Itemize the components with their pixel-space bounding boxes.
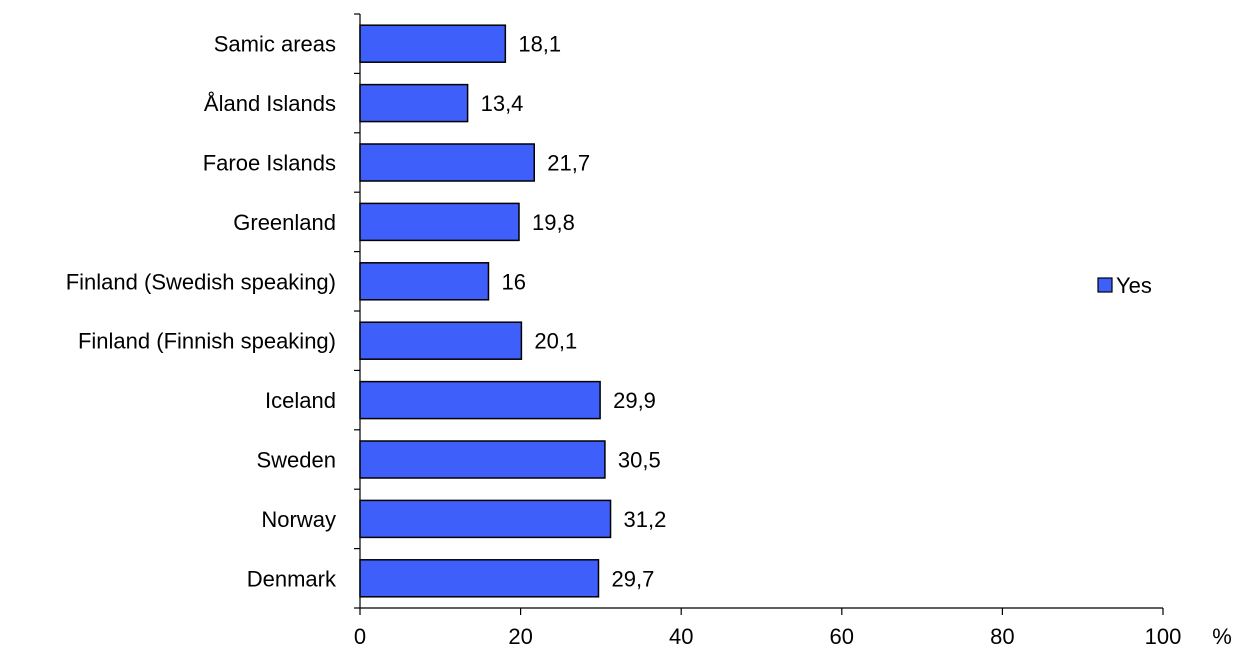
data-label: 19,8 [532, 210, 575, 235]
x-tick-label: 80 [990, 624, 1014, 649]
data-label: 30,5 [618, 448, 661, 473]
labels: Samic areas 18,1 Åland Islands 13,4 Faroe Is… [66, 32, 667, 592]
bar [359, 24, 507, 63]
category-label: Iceland [265, 388, 336, 413]
bar [359, 440, 606, 479]
x-tick-label: 20 [508, 624, 532, 649]
x-tick-label: 40 [669, 624, 693, 649]
category-label: Greenland [233, 210, 336, 235]
bars [359, 24, 612, 598]
x-tick-label: 100 [1145, 624, 1182, 649]
bar [359, 559, 600, 598]
legend-label: Yes [1116, 273, 1152, 298]
data-label: 21,7 [547, 151, 590, 176]
category-label: Norway [261, 507, 336, 532]
category-label: Samic areas [214, 32, 336, 57]
data-label: 18,1 [518, 32, 561, 57]
x-unit-label: % [1212, 624, 1232, 649]
x-tick-label: 0 [354, 624, 366, 649]
data-label: 13,4 [481, 91, 524, 116]
data-label: 29,7 [611, 566, 654, 591]
category-label: Finland (Finnish speaking) [78, 329, 336, 354]
data-label: 20,1 [534, 329, 577, 354]
category-label: Faroe Islands [203, 151, 336, 176]
legend-swatch [1097, 277, 1113, 293]
category-label: Åland Islands [204, 91, 336, 116]
bar [359, 202, 520, 242]
bar [359, 83, 469, 123]
category-label: Finland (Swedish speaking) [66, 269, 336, 294]
bar [359, 321, 523, 360]
bar [359, 499, 612, 539]
bar [359, 380, 601, 420]
data-label: 31,2 [624, 507, 667, 532]
data-label: 29,9 [613, 388, 656, 413]
category-label: Sweden [256, 448, 336, 473]
bar [359, 143, 536, 182]
bar [359, 262, 490, 301]
category-label: Denmark [247, 566, 337, 591]
x-tick-label: 60 [830, 624, 854, 649]
data-label: 16 [501, 269, 525, 294]
legend: Yes [1097, 273, 1152, 298]
axes: 0 20 40 60 80 100% [354, 13, 1232, 649]
